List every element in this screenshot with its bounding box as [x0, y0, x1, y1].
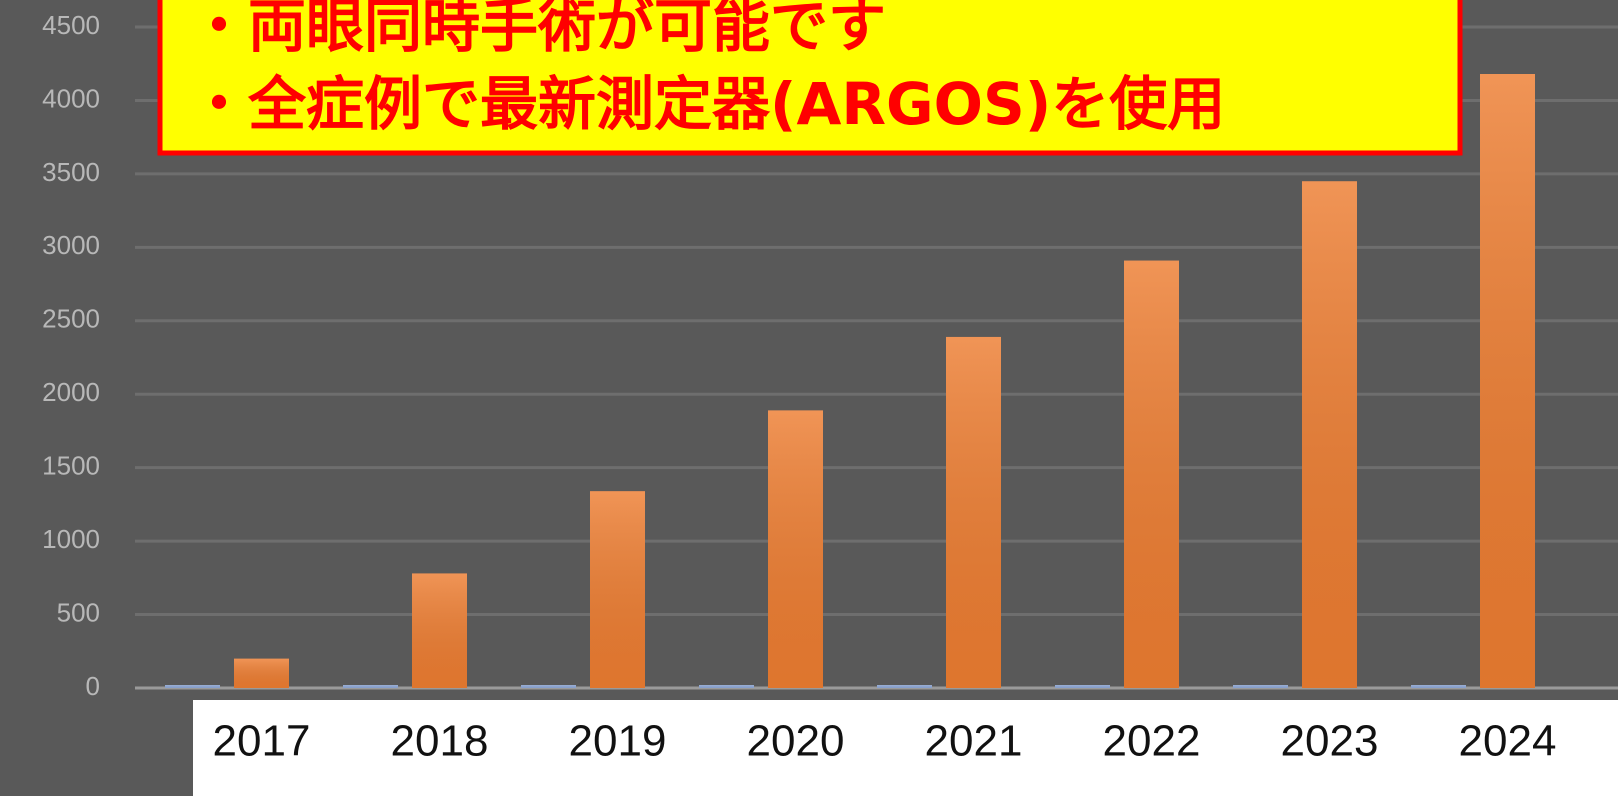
- y-tick-label: 3500: [42, 157, 100, 187]
- bar: [1055, 685, 1110, 688]
- bar: [1124, 260, 1179, 688]
- bar: [343, 685, 398, 688]
- annotation: ・全症例で最新測定器(ARGOS)を使用: [190, 70, 1225, 138]
- bar: [1411, 685, 1466, 688]
- x-tick-label: 2024: [1459, 717, 1557, 766]
- x-tick-label: 2021: [925, 717, 1023, 766]
- y-tick-label: 500: [57, 597, 100, 627]
- y-tick-label: 1000: [42, 524, 100, 554]
- y-tick-label: 2500: [42, 304, 100, 334]
- bar: [1233, 685, 1288, 688]
- bar: [1302, 181, 1357, 688]
- y-tick-label: 4500: [42, 10, 100, 40]
- annotation: ・両眼同時手術が可能です: [190, 0, 886, 60]
- y-tick-label: 0: [86, 671, 100, 701]
- x-tick-label: 2017: [213, 717, 311, 766]
- bar: [165, 685, 220, 688]
- x-tick-label: 2020: [747, 717, 845, 766]
- bar: [877, 685, 932, 688]
- bar: [234, 658, 289, 688]
- bar: [699, 685, 754, 688]
- bar: [590, 491, 645, 688]
- bar: [946, 336, 1001, 688]
- bar: [412, 573, 467, 688]
- y-tick-label: 1500: [42, 451, 100, 481]
- x-tick-label: 2019: [569, 717, 667, 766]
- x-tick-label: 2018: [391, 717, 489, 766]
- x-labels: 2017 2018 2019 2020 2021 2022 2023 2024: [213, 717, 1557, 766]
- bar: [1480, 74, 1535, 688]
- bar: [521, 685, 576, 688]
- y-tick-label: 4000: [42, 83, 100, 113]
- y-tick-label: 3000: [42, 230, 100, 260]
- y-tick-label: 2000: [42, 377, 100, 407]
- x-label-box: [193, 700, 1618, 796]
- x-tick-label: 2023: [1281, 717, 1379, 766]
- x-tick-label: 2022: [1103, 717, 1201, 766]
- annotation-box: [157, 0, 1463, 156]
- bar: [768, 410, 823, 688]
- bars: [165, 74, 1535, 688]
